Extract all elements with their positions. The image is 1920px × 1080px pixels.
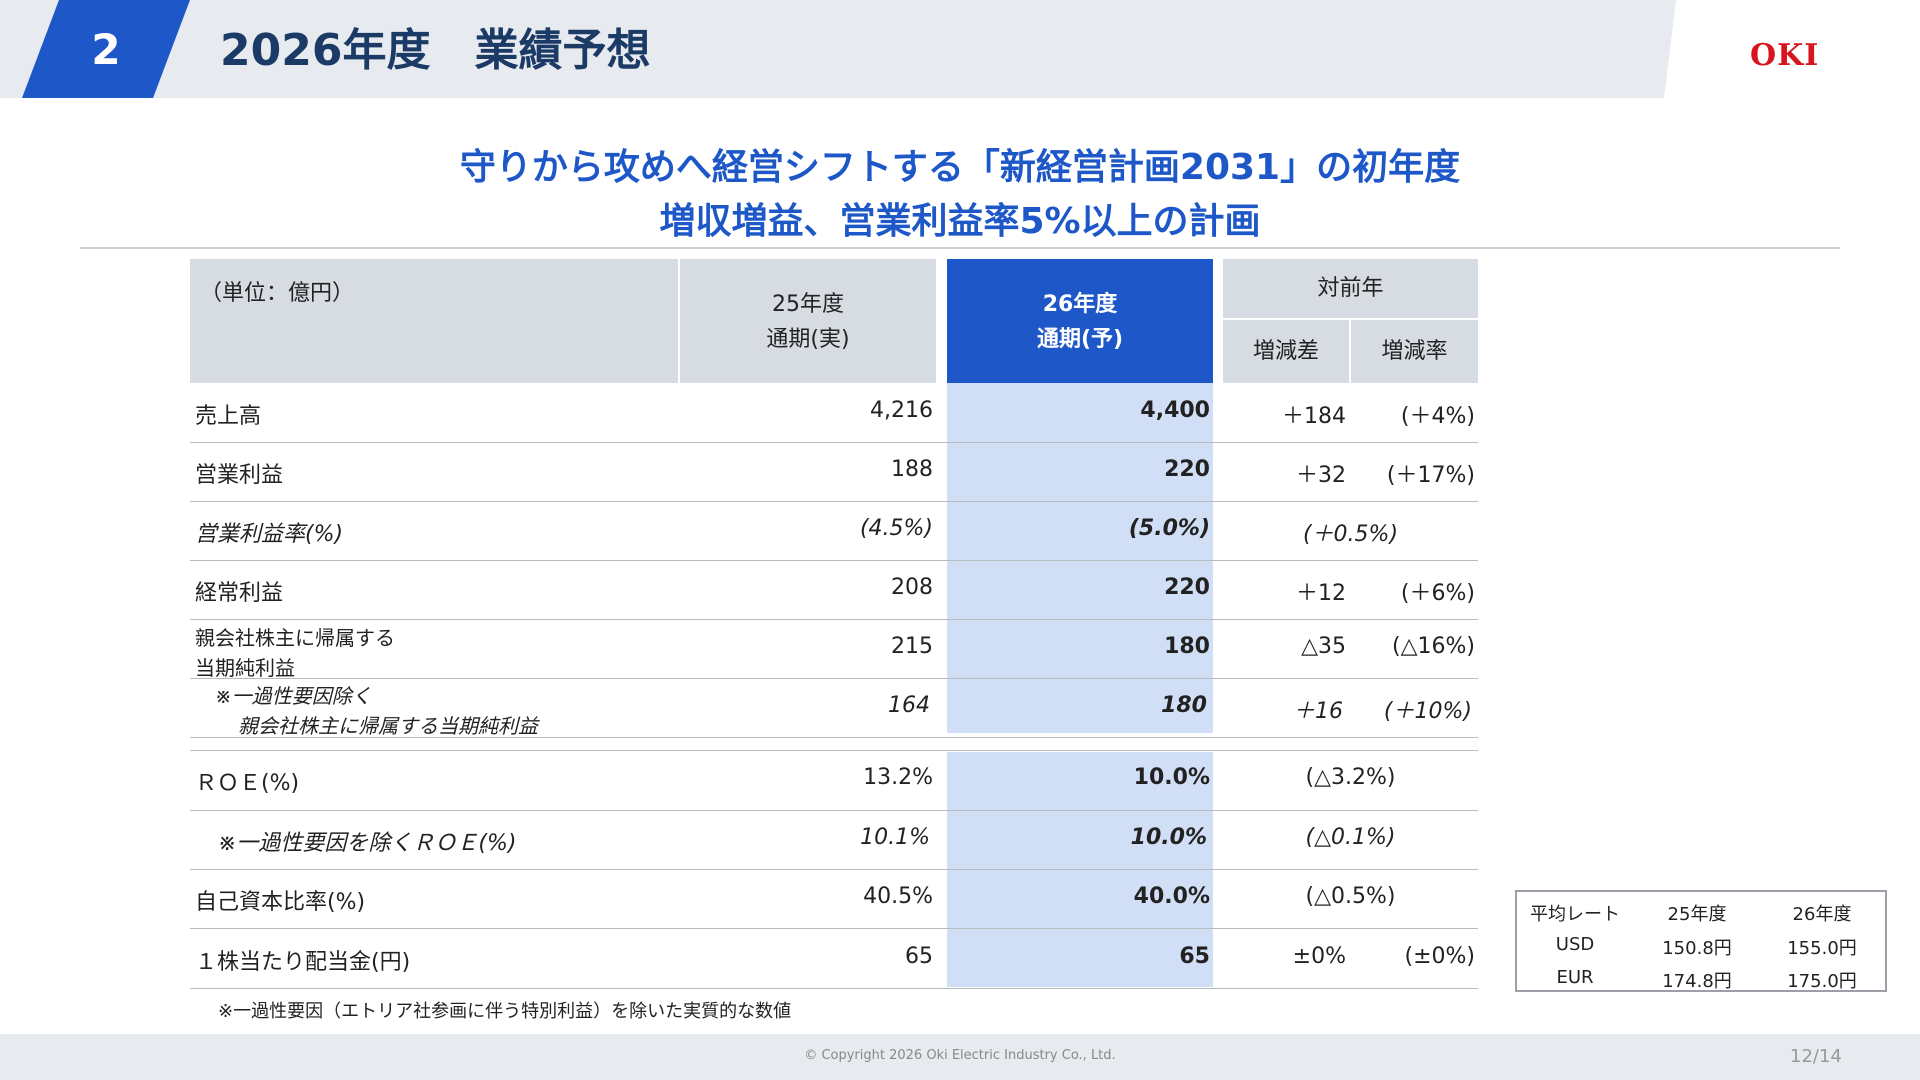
row-divider [190, 619, 1478, 620]
curr-value: (5.0%) [1128, 516, 1210, 541]
curr-year-header: 26年度 通期(予) [947, 259, 1213, 383]
curr-value: 180 [1161, 693, 1207, 718]
rate-value: (＋4%) [1400, 404, 1475, 429]
diff-value: ＋32 [1296, 463, 1346, 488]
rate-header-label: 平均レート [1530, 904, 1620, 925]
headline-line-1: 守りから攻めへ経営シフトする「新経営計画2031」の初年度 [459, 147, 1461, 188]
rate-value: (＋17%) [1386, 463, 1475, 488]
diff-value: (△0.1%) [1305, 825, 1396, 850]
prev-value: 40.5% [863, 884, 933, 909]
prev-value: (4.5%) [859, 516, 933, 541]
row-divider [190, 737, 1478, 738]
row-divider [190, 750, 1478, 751]
prev-year-header: 25年度 通期(実) [680, 259, 936, 383]
curr-value: 10.0% [1133, 765, 1210, 790]
row-divider [190, 810, 1478, 811]
footnote: ※一過性要因（エトリア社参画に伴う特別利益）を除いた実質的な数値 [218, 1001, 792, 1022]
header-logo-area [1664, 0, 1920, 98]
row-label: ＲＯＥ(%) [195, 771, 300, 796]
prev-value: 10.1% [860, 825, 930, 850]
usd-label: USD [1555, 934, 1595, 955]
copyright: © Copyright 2026 Oki Electric Industry C… [804, 1048, 1116, 1063]
row-label: 経常利益 [195, 581, 284, 606]
curr-value: 10.0% [1130, 825, 1207, 850]
curr-value: 4,400 [1140, 398, 1210, 423]
curr-year-header-line2: 通期(予) [1036, 327, 1124, 352]
row-label-line1: ※一過性要因除く [215, 684, 372, 708]
row-label: 自己資本比率(%) [195, 890, 366, 915]
row-divider [190, 560, 1478, 561]
diff-value: ＋184 [1282, 404, 1346, 429]
prev-value: 188 [891, 457, 933, 482]
curr-value: 180 [1164, 634, 1210, 659]
unit-label: （単位：億円） [200, 281, 355, 306]
footer-bar [0, 1034, 1920, 1080]
headline-line-2: 増収増益、営業利益率5%以上の計画 [659, 201, 1261, 242]
prev-value: 208 [891, 575, 933, 600]
prev-value: 65 [905, 944, 933, 969]
curr-value: 220 [1164, 457, 1210, 482]
prev-value: 164 [888, 693, 930, 718]
row-divider [190, 988, 1478, 989]
rate-header: 増減率 [1351, 320, 1478, 383]
row-label: 売上高 [195, 404, 262, 429]
diff-value: (＋0.5%) [1302, 522, 1399, 547]
rate-header-curr: 26年度 [1792, 904, 1852, 925]
unit-header-cell: （単位：億円） [190, 259, 678, 383]
rate-value: (△16%) [1392, 634, 1475, 659]
eur-prev: 174.8円 [1662, 971, 1732, 992]
row-divider [190, 501, 1478, 502]
diff-header: 増減差 [1223, 320, 1349, 383]
curr-year-column-upper [947, 383, 1213, 733]
page-title: 2026年度 業績予想 [220, 25, 651, 76]
diff-value: (△0.5%) [1305, 884, 1396, 909]
rate-value: (＋10%) [1383, 699, 1472, 724]
eur-curr: 175.0円 [1787, 971, 1857, 992]
rate-value: (＋6%) [1400, 581, 1475, 606]
yoy-header: 対前年 [1223, 259, 1478, 318]
exchange-rate-box: 平均レート 25年度 26年度 USD 150.8円 155.0円 EUR 17… [1515, 890, 1887, 992]
curr-value: 65 [1179, 944, 1210, 969]
diff-value: △35 [1301, 634, 1346, 659]
prev-value: 215 [891, 634, 933, 659]
row-label: 営業利益率(%) [195, 522, 344, 547]
row-label-line2: 当期純利益 [195, 656, 295, 680]
prev-year-header-line2: 通期(実) [766, 327, 850, 352]
page-number: 12/14 [1790, 1046, 1842, 1067]
row-label-line2: 親会社株主に帰属する当期純利益 [238, 714, 538, 738]
rate-header-prev: 25年度 [1667, 904, 1727, 925]
diff-value: ±0% [1292, 944, 1346, 969]
row-divider [190, 442, 1478, 443]
usd-curr: 155.0円 [1787, 938, 1857, 959]
rate-value: (±0%) [1404, 944, 1475, 969]
diff-value: ＋12 [1296, 581, 1346, 606]
prev-value: 13.2% [863, 765, 933, 790]
header-band [0, 0, 1700, 98]
curr-value: 220 [1164, 575, 1210, 600]
headline-divider [80, 247, 1840, 249]
row-divider [190, 928, 1478, 929]
curr-value: 40.0% [1133, 884, 1210, 909]
usd-prev: 150.8円 [1662, 938, 1732, 959]
oki-logo: OKI [1750, 38, 1820, 73]
row-label: １株当たり配当金(円) [195, 950, 411, 975]
diff-value: ＋16 [1293, 699, 1343, 724]
eur-label: EUR [1556, 967, 1594, 988]
prev-year-header-line1: 25年度 [772, 292, 844, 317]
row-label: ※一過性要因を除くＲＯＥ(%) [218, 831, 517, 856]
prev-value: 4,216 [870, 398, 933, 423]
row-divider [190, 678, 1478, 679]
curr-year-header-line1: 26年度 [1042, 292, 1118, 317]
row-divider [190, 869, 1478, 870]
diff-value: (△3.2%) [1305, 765, 1396, 790]
row-label: 営業利益 [195, 463, 284, 488]
row-label-line1: 親会社株主に帰属する [195, 626, 395, 650]
